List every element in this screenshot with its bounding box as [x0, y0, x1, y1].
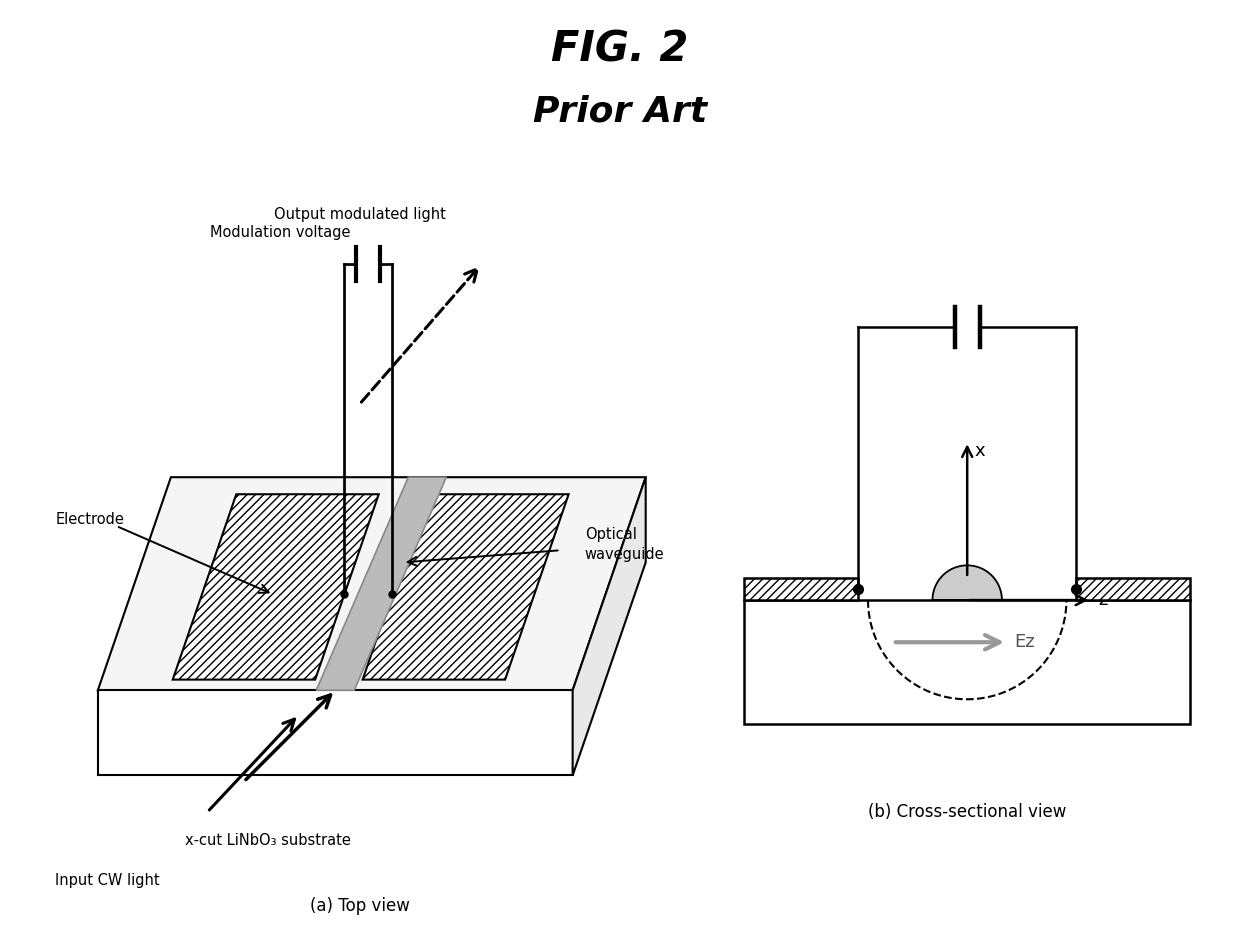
Text: (a) Top view: (a) Top view [310, 897, 409, 916]
Polygon shape [362, 495, 569, 680]
Text: z: z [1099, 591, 1109, 609]
Text: x-cut LiNbO₃ substrate: x-cut LiNbO₃ substrate [185, 834, 351, 849]
Text: Ez: Ez [1014, 633, 1035, 651]
Text: Electrode: Electrode [56, 513, 124, 528]
Text: Input CW light: Input CW light [56, 873, 160, 888]
Text: (b) Cross-sectional view: (b) Cross-sectional view [868, 803, 1066, 821]
Bar [744, 578, 858, 600]
Polygon shape [172, 495, 378, 680]
Bar [1076, 578, 1190, 600]
Text: Output modulated light: Output modulated light [274, 207, 445, 222]
Polygon shape [98, 478, 646, 690]
Text: Optical
waveguide: Optical waveguide [585, 527, 665, 562]
Bar [744, 600, 1190, 724]
Text: Modulation voltage: Modulation voltage [211, 225, 351, 240]
Text: FIG. 2: FIG. 2 [552, 28, 688, 70]
Polygon shape [316, 478, 446, 690]
Text: x: x [975, 443, 986, 461]
Text: Prior Art: Prior Art [533, 94, 707, 128]
Polygon shape [932, 565, 1002, 600]
Polygon shape [98, 690, 573, 775]
Polygon shape [573, 478, 646, 775]
